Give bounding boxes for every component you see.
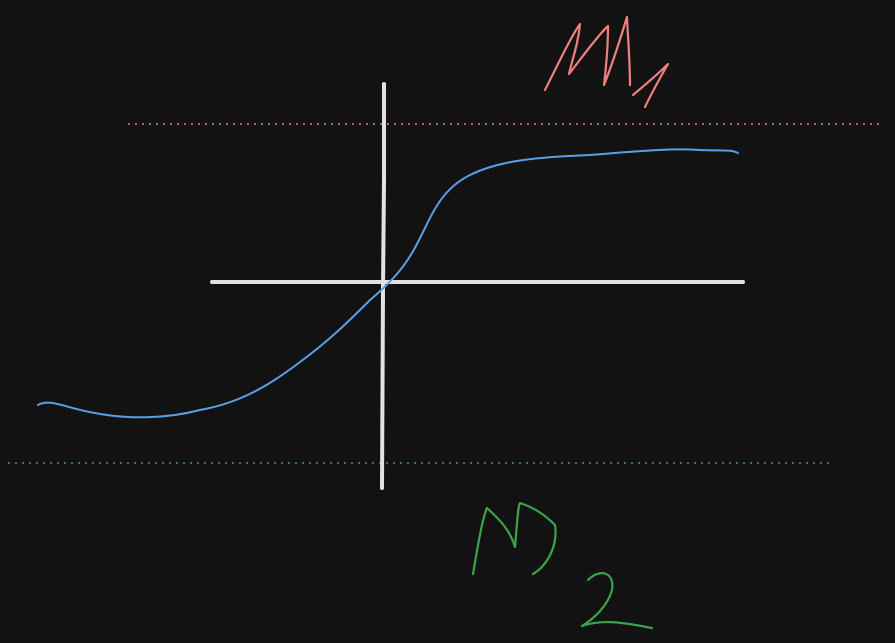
- lower-bound-label: M₂: [471, 501, 654, 630]
- sigmoid-curve: [37, 148, 739, 419]
- vertical-axis: [380, 82, 386, 490]
- upper-bound-label: M₁: [543, 15, 670, 109]
